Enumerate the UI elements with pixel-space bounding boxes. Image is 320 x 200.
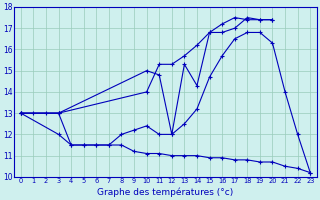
X-axis label: Graphe des températures (°c): Graphe des températures (°c) bbox=[97, 187, 234, 197]
